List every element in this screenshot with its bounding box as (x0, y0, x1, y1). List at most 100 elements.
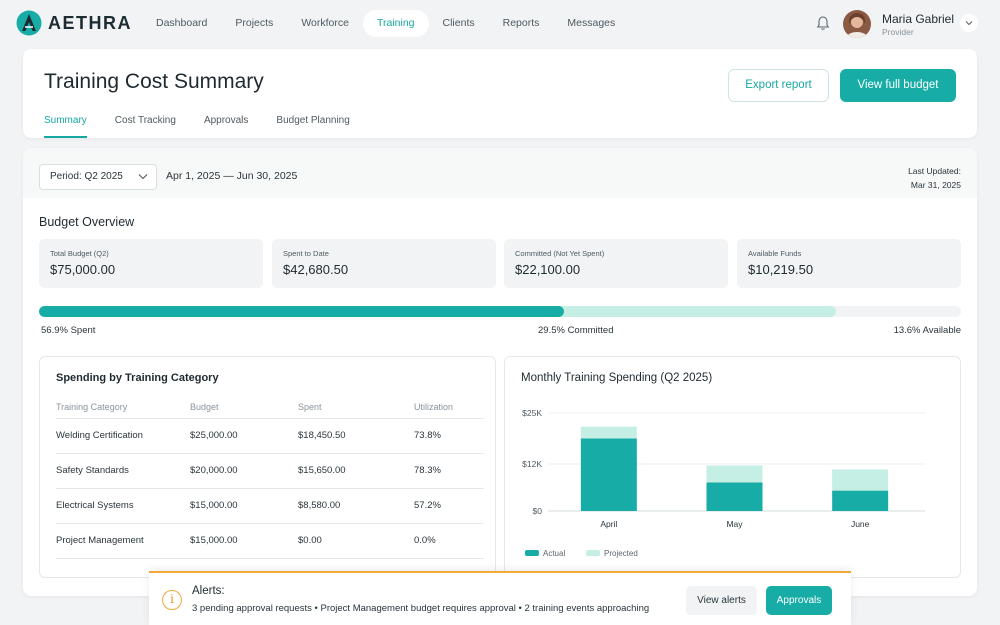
period-select[interactable]: Period: Q2 2025 (39, 164, 157, 190)
user-menu-chevron-icon[interactable] (960, 14, 978, 32)
logo[interactable]: AETHRA (16, 10, 132, 36)
user-role: Provider (882, 27, 914, 37)
nav-training[interactable]: Training (362, 10, 429, 37)
stat-available: Available Funds $10,219.50 (737, 239, 961, 288)
table-row[interactable]: Welding Certification $25,000.00 $18,450… (56, 418, 484, 454)
alert-banner: i Alerts: 3 pending approval requests • … (149, 571, 851, 625)
stat-label: Committed (Not Yet Spent) (515, 249, 605, 258)
tab-summary[interactable]: Summary (44, 115, 87, 138)
stat-total-budget: Total Budget (Q2) $75,000.00 (39, 239, 263, 288)
nav-reports[interactable]: Reports (502, 17, 540, 29)
stat-committed: Committed (Not Yet Spent) $22,100.00 (504, 239, 728, 288)
bar-actual (706, 482, 763, 511)
category-name: Welding Certification (56, 418, 190, 454)
export-report-button[interactable]: Export report (728, 69, 829, 102)
last-updated: Last Updated: Mar 31, 2025 (908, 164, 961, 192)
tab-budget-planning[interactable]: Budget Planning (276, 115, 350, 126)
legend-label: Actual (543, 549, 565, 558)
view-full-budget-button[interactable]: View full budget (840, 69, 956, 102)
monthly-spending-panel: Monthly Training Spending (Q2 2025) $0 $1… (504, 356, 961, 578)
bell-icon[interactable] (815, 15, 831, 31)
nav-workforce[interactable]: Workforce (301, 17, 349, 29)
main-nav: Dashboard Projects Workforce Training Cl… (142, 10, 629, 37)
chevron-down-icon (138, 174, 148, 180)
nav-dashboard[interactable]: Dashboard (156, 17, 208, 29)
category-table: Training Category Budget Spent Utilizati… (56, 396, 484, 559)
tab-bar: Summary Cost Tracking Approvals Budget P… (44, 115, 378, 138)
progress-spent (39, 306, 564, 317)
summary-card: Period: Q2 2025 Apr 1, 2025 — Jun 30, 20… (23, 148, 977, 596)
alert-title: Alerts: (192, 585, 225, 597)
category-budget: $15,000.00 (190, 523, 298, 559)
y-tick-label: $12K (522, 459, 542, 469)
category-utilization: 0.0% (414, 523, 484, 559)
period-select-value: Period: Q2 2025 (50, 171, 123, 182)
category-spending-panel: Spending by Training Category Training C… (39, 356, 496, 578)
stat-label: Available Funds (748, 249, 802, 258)
category-spent: $18,450.50 (298, 418, 414, 454)
chart-title: Monthly Training Spending (Q2 2025) (521, 372, 713, 384)
stat-spent: Spent to Date $42,680.50 (272, 239, 496, 288)
brand-name: AETHRA (48, 12, 132, 33)
stat-label: Total Budget (Q2) (50, 249, 109, 258)
last-updated-label: Last Updated: (908, 166, 961, 176)
view-alerts-button[interactable]: View alerts (686, 586, 757, 615)
user-name: Maria Gabriel (882, 12, 955, 26)
table-row[interactable]: Safety Standards $20,000.00 $15,650.00 7… (56, 453, 484, 489)
stat-value: $10,219.50 (748, 262, 814, 277)
x-tick-label: May (726, 519, 743, 529)
progress-committed-label: 29.5% Committed (538, 325, 614, 336)
bar-actual (580, 438, 637, 511)
nav-projects[interactable]: Projects (235, 17, 274, 29)
bar-projected (706, 465, 763, 483)
category-spent: $15,650.00 (298, 453, 414, 489)
category-name: Project Management (56, 523, 190, 559)
column-header: Training Category (56, 396, 190, 419)
info-icon: i (162, 590, 182, 610)
budget-overview-title: Budget Overview (39, 215, 135, 229)
progress-available-label: 13.6% Available (893, 325, 961, 336)
bar-projected (580, 426, 637, 439)
table-row[interactable]: Electrical Systems $15,000.00 $8,580.00 … (56, 488, 484, 524)
alert-text: 3 pending approval requests • Project Ma… (192, 603, 650, 614)
bar-actual (832, 490, 889, 511)
category-budget: $20,000.00 (190, 453, 298, 489)
category-utilization: 57.2% (414, 488, 484, 524)
table-header-row: Training Category Budget Spent Utilizati… (56, 396, 484, 419)
stat-value: $22,100.00 (515, 262, 581, 277)
page-header: Training Cost Summary Export report View… (23, 49, 977, 138)
category-name: Electrical Systems (56, 488, 190, 524)
tab-cost-tracking[interactable]: Cost Tracking (114, 115, 176, 126)
table-row[interactable]: Project Management $15,000.00 $0.00 0.0% (56, 523, 484, 559)
approvals-button[interactable]: Approvals (766, 586, 832, 615)
category-budget: $25,000.00 (190, 418, 298, 454)
last-updated-value: Mar 31, 2025 (910, 180, 961, 190)
category-utilization: 73.8% (414, 418, 484, 454)
column-header: Spent (298, 396, 414, 419)
logo-icon (16, 10, 42, 36)
nav-messages[interactable]: Messages (567, 17, 616, 29)
period-bar: Period: Q2 2025 Apr 1, 2025 — Jun 30, 20… (23, 148, 977, 198)
category-spent: $0.00 (298, 523, 414, 559)
bar-projected (832, 469, 889, 491)
stat-value: $42,680.50 (283, 262, 349, 277)
category-name: Safety Standards (56, 453, 190, 489)
nav-clients[interactable]: Clients (442, 17, 475, 29)
category-utilization: 78.3% (414, 453, 484, 489)
y-tick-label: $25K (522, 408, 542, 418)
date-range: Apr 1, 2025 — Jun 30, 2025 (166, 170, 298, 182)
top-nav: AETHRA Dashboard Projects Workforce Trai… (0, 0, 1000, 48)
stat-value: $75,000.00 (50, 262, 116, 277)
legend-label: Projected (604, 549, 638, 558)
monthly-spending-chart: $0 $12K $25K April May June Actual Projected (522, 408, 925, 558)
avatar[interactable] (843, 10, 871, 38)
progress-spent-label: 56.9% Spent (41, 325, 96, 336)
tab-approvals[interactable]: Approvals (203, 115, 249, 126)
column-header: Utilization (414, 396, 484, 419)
y-tick-label: $0 (533, 506, 543, 516)
category-panel-title: Spending by Training Category (56, 372, 219, 384)
budget-progress-bar (39, 306, 961, 317)
category-budget: $15,000.00 (190, 488, 298, 524)
x-tick-label: April (600, 519, 617, 529)
page-title: Training Cost Summary (44, 70, 264, 93)
